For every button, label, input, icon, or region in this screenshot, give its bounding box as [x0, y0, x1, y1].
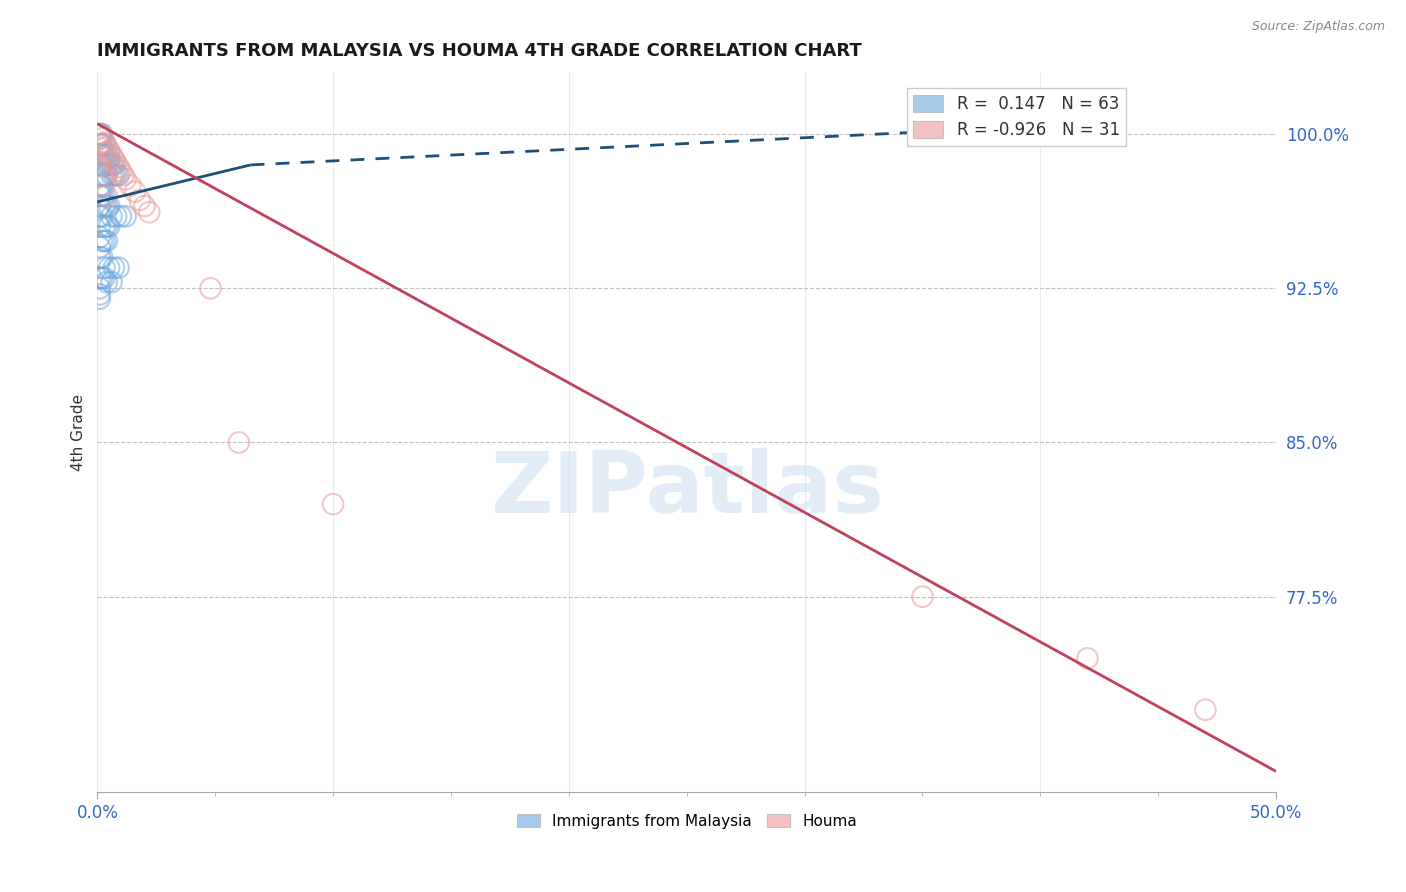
Point [89, 251, 111, 265]
Point [91, 131, 114, 145]
Point [103, 168, 125, 182]
Point [200, 281, 222, 295]
Point [91, 251, 114, 265]
Point [100, 158, 122, 172]
Point [89, 210, 111, 224]
Point [96, 158, 118, 172]
Point [93, 178, 115, 193]
Point [98, 153, 121, 168]
Point [91, 210, 114, 224]
Point [89, 137, 111, 152]
Point [98, 219, 121, 234]
Point [91, 158, 114, 172]
Point [100, 147, 122, 161]
Point [89, 271, 111, 285]
Point [96, 219, 118, 234]
Point [89, 178, 111, 193]
Point [322, 497, 344, 511]
Point [105, 210, 128, 224]
Text: ZIPatlas: ZIPatlas [489, 449, 883, 532]
Point [96, 234, 118, 248]
Point [96, 139, 118, 153]
Point [93, 168, 115, 182]
Point [91, 168, 114, 182]
Point [134, 199, 156, 213]
Point [89, 137, 111, 152]
Point [91, 137, 114, 152]
Point [91, 178, 114, 193]
Point [98, 147, 121, 161]
Point [89, 158, 111, 172]
Point [89, 127, 111, 141]
Point [98, 158, 121, 172]
Point [96, 188, 118, 202]
Point [105, 156, 128, 170]
Point [107, 260, 129, 275]
Point [103, 260, 125, 275]
Y-axis label: 4th Grade: 4th Grade [72, 393, 86, 471]
Point [91, 168, 114, 182]
Point [93, 147, 115, 161]
Point [228, 435, 250, 450]
Point [89, 188, 111, 202]
Point [93, 158, 115, 172]
Point [103, 152, 125, 166]
Legend: Immigrants from Malaysia, Houma: Immigrants from Malaysia, Houma [510, 807, 863, 835]
Point [110, 210, 132, 224]
Point [98, 144, 121, 158]
Point [98, 260, 121, 275]
Point [93, 199, 115, 213]
Point [91, 147, 114, 161]
Point [107, 168, 129, 182]
Point [103, 158, 125, 172]
Point [89, 158, 111, 172]
Point [93, 219, 115, 234]
Point [89, 127, 111, 141]
Point [89, 127, 111, 141]
Point [105, 168, 128, 182]
Point [91, 141, 114, 155]
Point [93, 271, 115, 285]
Point [93, 260, 115, 275]
Point [89, 199, 111, 213]
Point [1194, 703, 1216, 717]
Point [89, 230, 111, 244]
Point [120, 178, 142, 193]
Point [93, 145, 115, 160]
Point [89, 281, 111, 295]
Point [100, 168, 122, 182]
Point [89, 240, 111, 254]
Point [93, 137, 115, 152]
Point [96, 168, 118, 182]
Point [1076, 651, 1098, 665]
Point [114, 172, 136, 186]
Point [96, 275, 118, 289]
Point [100, 210, 122, 224]
Point [114, 210, 136, 224]
Point [124, 185, 146, 199]
Point [91, 234, 114, 248]
Point [89, 147, 111, 161]
Point [93, 188, 115, 202]
Point [112, 168, 135, 182]
Point [107, 160, 129, 174]
Point [93, 136, 115, 150]
Point [91, 188, 114, 202]
Point [91, 127, 114, 141]
Point [110, 164, 132, 178]
Point [89, 219, 111, 234]
Point [96, 147, 118, 161]
Point [98, 199, 121, 213]
Point [138, 205, 160, 219]
Point [96, 199, 118, 213]
Point [89, 287, 111, 301]
Point [93, 234, 115, 248]
Text: IMMIGRANTS FROM MALAYSIA VS HOUMA 4TH GRADE CORRELATION CHART: IMMIGRANTS FROM MALAYSIA VS HOUMA 4TH GR… [97, 42, 862, 60]
Point [100, 275, 122, 289]
Text: Source: ZipAtlas.com: Source: ZipAtlas.com [1251, 20, 1385, 33]
Point [128, 193, 150, 207]
Point [91, 271, 114, 285]
Point [911, 590, 934, 604]
Point [89, 292, 111, 306]
